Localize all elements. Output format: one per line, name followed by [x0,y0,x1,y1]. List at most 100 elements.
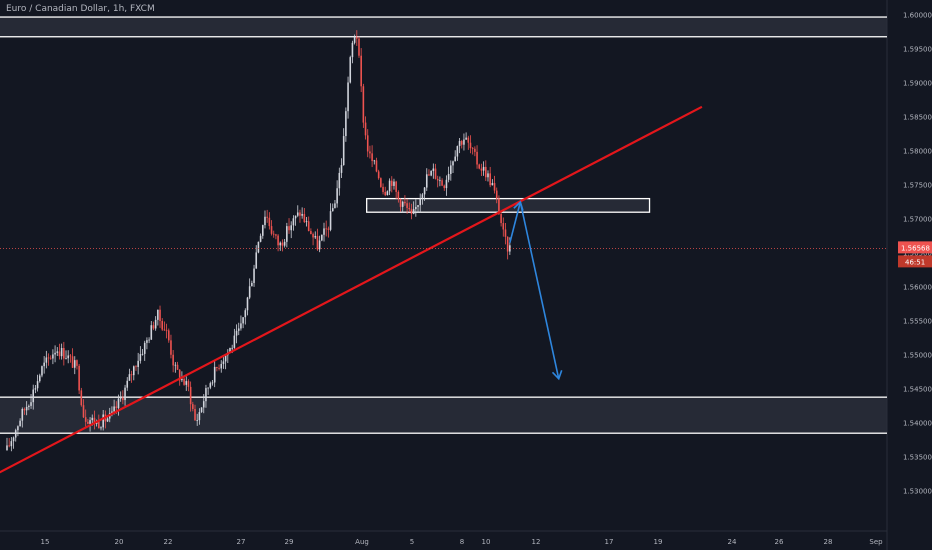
candle-body [148,339,150,341]
candle-body [132,366,135,376]
candle-body [404,201,406,204]
candle-body [447,173,450,180]
candle-body [500,214,502,224]
candle-body [485,166,487,178]
candle-body [342,136,345,166]
candle-body [436,178,439,181]
candle-body [126,380,129,388]
candle-body [45,357,48,363]
candle-body [471,148,474,149]
candle-body [305,221,308,223]
candle-body [200,407,203,413]
candle-body [69,355,72,357]
candle-body [189,386,192,405]
candle-body [498,198,500,215]
candle-body [259,235,262,242]
candle-body [340,165,343,173]
candle-body [36,381,39,389]
candle-body [428,174,430,176]
candle-body [178,369,181,381]
price-tick-label: 1.60000 [903,12,932,20]
time-tick-label: 8 [460,538,464,546]
candle-body [122,397,124,401]
candle-body [229,347,231,353]
candle-body [261,225,264,236]
candle-body [380,178,382,187]
candle-body [275,234,277,236]
candle-body [456,146,459,157]
candle-body [231,347,233,349]
plot-area [0,16,887,474]
candle-body [334,203,336,209]
candle-body [443,185,446,189]
price-tick-label: 1.57000 [903,216,932,224]
candle-body [157,309,159,320]
candle-body [277,235,279,246]
time-tick-label: 10 [482,538,491,546]
candle-body [82,405,85,418]
price-tick-label: 1.53500 [903,454,932,462]
candle-body [185,381,188,385]
price-tick-label: 1.56000 [903,284,932,292]
countdown-tag [898,255,932,268]
candle-body [187,381,190,387]
candle-body [49,357,52,359]
candle-body [248,286,251,298]
candle-body [425,174,428,188]
candle-body [84,417,87,422]
candle-body [458,141,461,147]
candle-body [80,390,83,406]
candle-body [246,297,249,311]
candle-body [198,412,201,421]
candle-body [327,228,330,230]
candle-body [244,310,247,318]
candle-body [292,218,295,226]
candle-body [406,203,408,208]
candle-body [111,411,113,413]
candle-body [146,340,148,343]
price-tick-label: 1.56500 [903,250,932,258]
candle-body [161,320,164,330]
candle-body [345,111,347,137]
time-tick-label: Aug [355,538,369,546]
zone-0 [0,16,887,38]
candle-body [8,445,10,447]
price-tick-label: 1.55000 [903,352,932,360]
candle-body [401,201,404,207]
candle-body [362,86,365,123]
candle-body [128,374,131,381]
time-tick-label: 26 [775,538,784,546]
candle-body [460,141,463,145]
time-tick-label: 19 [654,538,663,546]
candle-body [279,242,282,246]
candle-body [310,231,312,235]
candle-body [375,160,378,172]
candle-body [34,388,37,390]
candle-body [338,172,341,189]
candle-body [56,351,59,353]
candle-body [159,309,161,321]
candle-body [369,151,371,154]
candle-body [216,366,218,369]
candle-body [174,364,177,366]
candle-body [349,57,352,83]
candle-body [364,122,367,136]
candle-body [222,361,225,364]
zone-2 [0,396,887,434]
candle-body [373,160,376,162]
candle-body [73,360,76,368]
candle-body [430,170,432,176]
candle-body [264,216,266,226]
candle-body [482,166,485,171]
candle-body [452,161,454,166]
candle-body [98,421,100,429]
candle-body [28,405,30,407]
candle-body [268,217,271,227]
candle-body [23,408,26,411]
candle-body [205,388,207,402]
price-tick-label: 1.53000 [903,488,932,496]
candle-body [10,441,13,447]
candle-body [329,211,332,230]
time-tick-label: 15 [41,538,50,546]
